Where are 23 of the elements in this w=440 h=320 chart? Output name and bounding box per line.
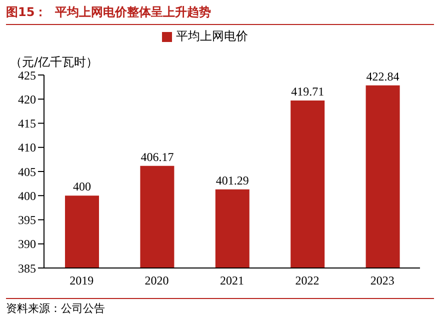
y-tick-label: 425	[18, 68, 36, 82]
data-label: 419.71	[291, 84, 324, 99]
y-tick-label: 385	[18, 261, 36, 276]
chart-title: 图15： 平均上网电价整体呈上升趋势	[6, 4, 434, 25]
x-tick-label: 2021	[220, 274, 244, 288]
x-tick-label: 2023	[370, 274, 394, 288]
x-tick-label: 2020	[144, 274, 169, 288]
y-tick-label: 410	[18, 140, 36, 155]
y-tick-label: 400	[18, 188, 36, 203]
data-label: 422.84	[366, 69, 400, 84]
data-label: 400	[73, 180, 91, 194]
x-tick-label: 2022	[295, 274, 320, 288]
y-tick-label: 395	[18, 213, 36, 228]
x-tick-label: 2019	[70, 274, 94, 288]
y-tick-label: 390	[18, 237, 36, 252]
data-label: 406.17	[140, 150, 174, 164]
legend-label: 平均上网电价	[176, 29, 248, 43]
y-axis-title: （元/亿千瓦时）	[10, 54, 98, 71]
y-tick-label: 420	[18, 92, 36, 106]
y-tick-label: 405	[18, 164, 36, 179]
data-label: 401.29	[216, 173, 249, 188]
text: 资料来源：公司公告	[6, 302, 105, 315]
y-tick-label: 415	[18, 116, 36, 131]
